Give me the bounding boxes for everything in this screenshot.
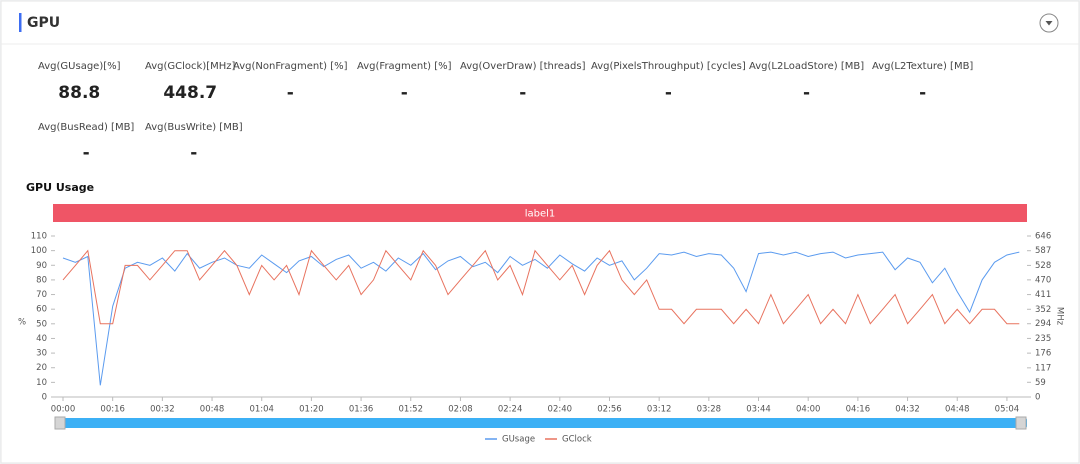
y-tick-label: 110 — [31, 232, 47, 242]
y2-tick-label: 528 — [1035, 261, 1051, 271]
x-tick-label: 00:00 — [51, 405, 76, 415]
y2-tick-label: 646 — [1035, 232, 1051, 242]
x-tick-label: 01:20 — [299, 405, 324, 415]
slider-handle-left[interactable] — [54, 416, 66, 430]
y2-tick-label: 411 — [1035, 290, 1051, 300]
x-tick-label: 04:16 — [846, 405, 871, 415]
y-tick-label: 10 — [36, 378, 47, 388]
x-tick-label: 02:40 — [548, 405, 573, 415]
stat-label: Avg(L2LoadStore) [MB] — [749, 61, 864, 72]
label-band — [53, 204, 1027, 222]
x-tick-label: 03:28 — [697, 405, 722, 415]
x-tick-label: 00:48 — [200, 405, 225, 415]
y2-tick-label: 176 — [1035, 349, 1051, 359]
x-tick-label: 04:00 — [796, 405, 821, 415]
stat-value: - — [803, 83, 810, 103]
x-tick-label: 01:04 — [249, 405, 274, 415]
slider-track[interactable] — [55, 418, 1027, 428]
band-label: label1 — [525, 209, 556, 220]
y-tick-label: 90 — [36, 261, 47, 271]
y-tick-label: 30 — [36, 349, 47, 359]
stat-label: Avg(PixelsThroughput) [cycles] — [591, 61, 746, 72]
zoom-slider[interactable] — [54, 416, 1027, 430]
x-tick-label: 02:08 — [448, 405, 473, 415]
stat-label: Avg(L2Texture) [MB] — [872, 61, 973, 72]
x-tick-label: 03:12 — [647, 405, 672, 415]
x-tick-label: 04:48 — [945, 405, 970, 415]
y-tick-label: 0 — [42, 393, 47, 403]
stat-label: Avg(GUsage)[%] — [38, 61, 121, 72]
x-tick-label: 00:32 — [150, 405, 175, 415]
y-tick-label: 70 — [36, 290, 47, 300]
stat-value: - — [665, 83, 672, 103]
stat-value: - — [287, 83, 294, 103]
stat-label: Avg(BusWrite) [MB] — [145, 122, 243, 133]
series-line — [62, 249, 1020, 325]
stat-label: Avg(OverDraw) [threads] — [460, 61, 586, 72]
stat-label: Avg(GClock)[MHz] — [145, 61, 236, 72]
legend-label[interactable]: GClock — [562, 435, 592, 445]
y2-tick-label: 352 — [1035, 305, 1051, 315]
x-tick-label: 05:04 — [995, 405, 1020, 415]
stat-label: Avg(BusRead) [MB] — [38, 122, 134, 133]
stat-value: - — [919, 83, 926, 103]
collapse-arrow[interactable] — [1045, 21, 1053, 26]
stat-value: 88.8 — [58, 83, 100, 103]
stat-value: - — [190, 143, 197, 163]
y-tick-label: 50 — [36, 319, 47, 329]
stat-value: 448.7 — [163, 83, 217, 103]
stat-label: Avg(Fragment) [%] — [357, 61, 452, 72]
title-marker — [19, 13, 22, 32]
stat-value: - — [401, 83, 408, 103]
x-tick-label: 03:44 — [746, 405, 771, 415]
y2-tick-label: 59 — [1035, 378, 1046, 388]
stat-value: - — [83, 143, 90, 163]
x-tick-label: 04:32 — [895, 405, 920, 415]
y-tick-label: 60 — [36, 305, 47, 315]
slider-handle-right[interactable] — [1015, 416, 1027, 430]
stat-label: Avg(NonFragment) [%] — [233, 61, 348, 72]
x-tick-label: 02:56 — [597, 405, 622, 415]
collapse-button[interactable] — [1039, 13, 1059, 33]
x-tick-label: 01:52 — [399, 405, 424, 415]
y-tick-label: 80 — [36, 275, 47, 285]
y2-tick-label: 235 — [1035, 334, 1051, 344]
y2-tick-label: 0 — [1035, 393, 1040, 403]
x-tick-label: 01:36 — [349, 405, 374, 415]
y2-tick-label: 470 — [1035, 275, 1051, 285]
x-tick-label: 00:16 — [100, 405, 125, 415]
y-tick-label: 20 — [36, 363, 47, 373]
y-tick-label: 40 — [36, 334, 47, 344]
x-tick-label: 02:24 — [498, 405, 523, 415]
y-tick-label: 100 — [31, 246, 47, 256]
chart-title: GPU Usage — [26, 181, 94, 194]
y2-axis-label: MHz — [1055, 307, 1065, 326]
series-line — [62, 251, 1020, 386]
legend-label[interactable]: GUsage — [502, 435, 535, 445]
y2-tick-label: 294 — [1035, 319, 1051, 329]
y2-tick-label: 587 — [1035, 246, 1051, 256]
stat-value: - — [519, 83, 526, 103]
panel-title: GPU — [27, 15, 60, 31]
y-axis-label: % — [18, 318, 26, 328]
y2-tick-label: 117 — [1035, 363, 1051, 373]
